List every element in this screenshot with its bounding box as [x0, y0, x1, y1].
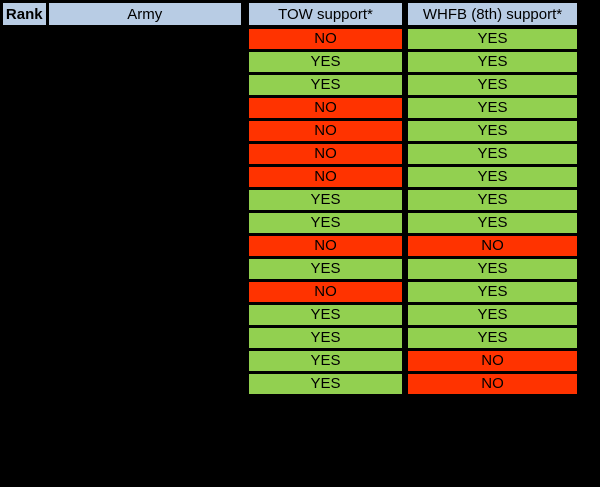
- table-row: NO YES: [3, 165, 579, 190]
- tow-support-cell: YES: [245, 211, 408, 236]
- army-cell: [47, 27, 249, 52]
- rank-cell: [3, 50, 49, 75]
- whfb-support-cell: YES: [405, 280, 579, 305]
- whfb-support-cell: YES: [405, 119, 579, 144]
- army-cell: [47, 119, 249, 144]
- tow-support-cell: NO: [245, 280, 408, 305]
- column-header-whfb-support: WHFB (8th) support*: [405, 3, 579, 29]
- army-cell: [47, 234, 249, 259]
- column-header-army: Army: [47, 3, 249, 29]
- table-row: YES NO: [3, 349, 579, 374]
- rank-cell: [3, 349, 49, 374]
- army-cell: [47, 280, 249, 305]
- whfb-support-cell: YES: [405, 165, 579, 190]
- tow-support-cell: YES: [245, 303, 408, 328]
- table-row: YES YES: [3, 73, 579, 98]
- army-cell: [47, 188, 249, 213]
- army-cell: [47, 165, 249, 190]
- table-row: NO YES: [3, 280, 579, 305]
- army-cell: [47, 50, 249, 75]
- tow-support-cell: NO: [245, 142, 408, 167]
- column-header-rank: Rank: [3, 3, 49, 29]
- tow-support-cell: NO: [245, 234, 408, 259]
- tow-support-cell: NO: [245, 165, 408, 190]
- whfb-support-cell: YES: [405, 188, 579, 213]
- table-row: YES YES: [3, 50, 579, 75]
- table-row: YES YES: [3, 303, 579, 328]
- tow-support-cell: YES: [245, 372, 408, 397]
- whfb-support-cell: NO: [405, 349, 579, 374]
- table-row: NO YES: [3, 142, 579, 167]
- tow-support-cell: YES: [245, 326, 408, 351]
- army-cell: [47, 96, 249, 121]
- rank-cell: [3, 73, 49, 98]
- rank-cell: [3, 280, 49, 305]
- rank-cell: [3, 234, 49, 259]
- army-cell: [47, 303, 249, 328]
- army-cell: [47, 349, 249, 374]
- table-row: NO NO: [3, 234, 579, 259]
- whfb-support-cell: YES: [405, 73, 579, 98]
- rank-cell: [3, 211, 49, 236]
- rank-cell: [3, 27, 49, 52]
- table-row: YES YES: [3, 326, 579, 351]
- tow-support-cell: NO: [245, 119, 408, 144]
- whfb-support-cell: NO: [405, 372, 579, 397]
- whfb-support-cell: YES: [405, 211, 579, 236]
- table-row: YES YES: [3, 188, 579, 213]
- army-cell: [47, 257, 249, 282]
- table-row: NO YES: [3, 27, 579, 52]
- army-cell: [47, 326, 249, 351]
- rank-cell: [3, 142, 49, 167]
- whfb-support-cell: YES: [405, 27, 579, 52]
- rank-cell: [3, 188, 49, 213]
- whfb-support-cell: YES: [405, 142, 579, 167]
- table-row: NO YES: [3, 119, 579, 144]
- table-row: YES YES: [3, 211, 579, 236]
- table-row: YES YES: [3, 257, 579, 282]
- whfb-support-cell: YES: [405, 257, 579, 282]
- column-header-tow-support: TOW support*: [245, 3, 408, 29]
- whfb-support-cell: NO: [405, 234, 579, 259]
- rank-cell: [3, 326, 49, 351]
- rank-cell: [3, 372, 49, 397]
- tow-support-cell: YES: [245, 73, 408, 98]
- rank-cell: [3, 303, 49, 328]
- army-cell: [47, 142, 249, 167]
- tow-support-cell: NO: [245, 27, 408, 52]
- army-cell: [47, 372, 249, 397]
- whfb-support-cell: YES: [405, 96, 579, 121]
- tow-support-cell: YES: [245, 50, 408, 75]
- rank-cell: [3, 119, 49, 144]
- support-table: Rank Army TOW support* WHFB (8th) suppor…: [3, 3, 579, 397]
- rank-cell: [3, 257, 49, 282]
- tow-support-cell: NO: [245, 96, 408, 121]
- whfb-support-cell: YES: [405, 303, 579, 328]
- rank-cell: [3, 165, 49, 190]
- army-cell: [47, 73, 249, 98]
- tow-support-cell: YES: [245, 349, 408, 374]
- table-row: NO YES: [3, 96, 579, 121]
- tow-support-cell: YES: [245, 257, 408, 282]
- header-row: Rank Army TOW support* WHFB (8th) suppor…: [3, 3, 579, 29]
- table-row: YES NO: [3, 372, 579, 397]
- army-cell: [47, 211, 249, 236]
- table-body: NO YES YES YES YES YES NO YES NO YES NO YES NO YES YES…: [3, 27, 579, 397]
- whfb-support-cell: YES: [405, 50, 579, 75]
- rank-cell: [3, 96, 49, 121]
- tow-support-cell: YES: [245, 188, 408, 213]
- whfb-support-cell: YES: [405, 326, 579, 351]
